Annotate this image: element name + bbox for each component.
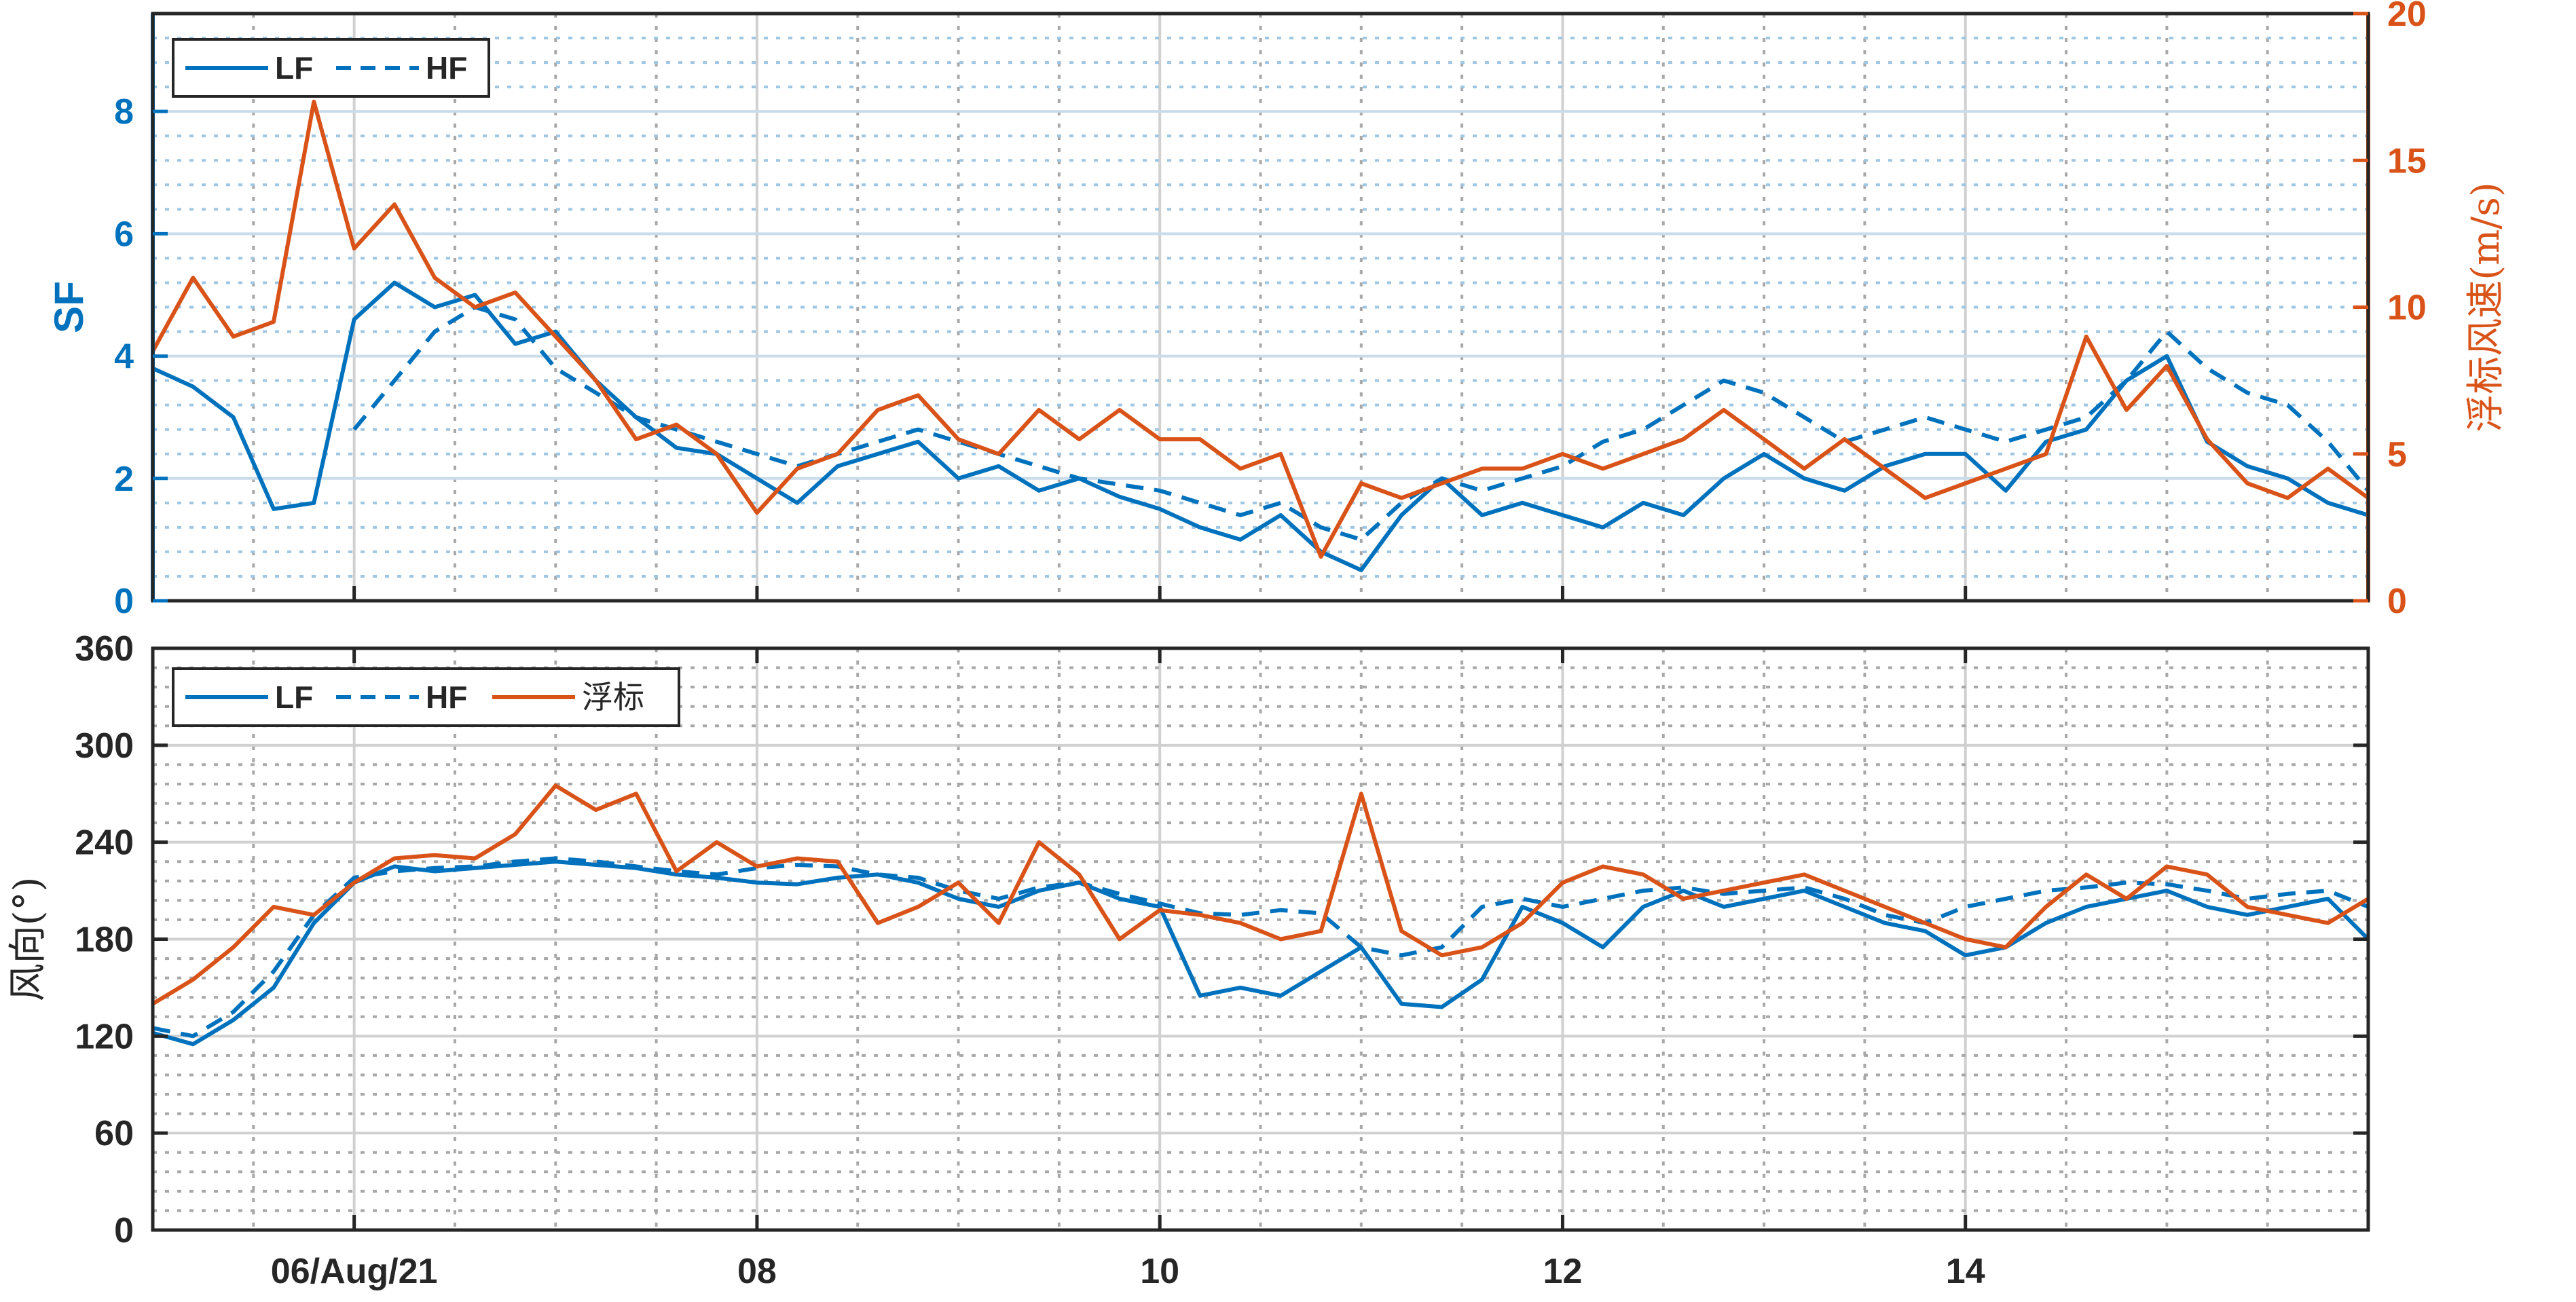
bottom-lines (151, 783, 2370, 1047)
series-line-lf (152, 859, 2370, 1047)
top-legend-box (172, 38, 490, 98)
y-tick-label: 15 (2387, 141, 2427, 181)
top-left-yticks: 0 2 4 6 8 (114, 92, 1968, 621)
bottom-legend: LF HF 浮标 (172, 667, 680, 727)
x-tick-label: 10 (1140, 1252, 1179, 1291)
bottom-yticks: 0 60 120 180 240 300 360 (75, 629, 2368, 1250)
bottom-grid (151, 648, 2370, 1230)
y-tick-label: 5 (2387, 435, 2407, 475)
top-ylabel: SF (46, 281, 92, 333)
bottom-panel: 0 60 120 180 240 300 360 06/Aug/21 08 10 12 14 风向(… (6, 629, 2370, 1291)
top-panel: 0 2 4 6 8 0 5 10 15 20 SF 浮标风速(m/s) LF HF (46, 0, 2508, 621)
y-tick-label: 0 (2387, 582, 2407, 621)
bottom-xticks: 06/Aug/21 08 10 12 14 (271, 648, 1985, 1291)
y-tick-label: 120 (75, 1017, 134, 1056)
x-tick-label: 12 (1543, 1252, 1583, 1291)
y-tick-label: 2 (114, 460, 134, 499)
legend-label-lf: LF (275, 50, 313, 86)
top-legend: LF HF (172, 38, 490, 98)
x-tick-label: 14 (1946, 1252, 1985, 1291)
legend-label-buoy: 浮标 (582, 679, 644, 715)
series-line-buoy (151, 783, 2370, 1006)
y-tick-label: 300 (75, 726, 134, 766)
y-tick-label: 0 (114, 1211, 134, 1250)
y-tick-label: 4 (114, 337, 134, 377)
top-right-ylabel: 浮标风速(m/s) (2464, 182, 2508, 432)
y-tick-label: 180 (75, 920, 134, 960)
y-tick-label: 60 (94, 1114, 134, 1153)
series-line-buoy-speed (151, 99, 2370, 559)
y-tick-label: 0 (114, 582, 134, 621)
y-tick-label: 6 (114, 215, 134, 254)
x-tick-label: 08 (737, 1252, 777, 1291)
bottom-ylabel: 风向(°) (6, 877, 50, 1002)
legend-label-hf: HF (426, 680, 467, 715)
y-tick-label: 8 (114, 92, 134, 132)
legend-label-hf: HF (426, 50, 467, 86)
legend-label-lf: LF (275, 680, 313, 715)
x-tick-label: 06/Aug/21 (271, 1252, 438, 1291)
y-tick-label: 20 (2387, 0, 2427, 34)
y-tick-label: 360 (75, 629, 134, 669)
y-tick-label: 10 (2387, 289, 2427, 328)
series-line-lf (151, 280, 2369, 572)
y-tick-label: 240 (75, 823, 134, 863)
top-right-yticks: 0 5 10 15 20 (2353, 0, 2427, 621)
series-line-hf (152, 856, 2370, 1039)
